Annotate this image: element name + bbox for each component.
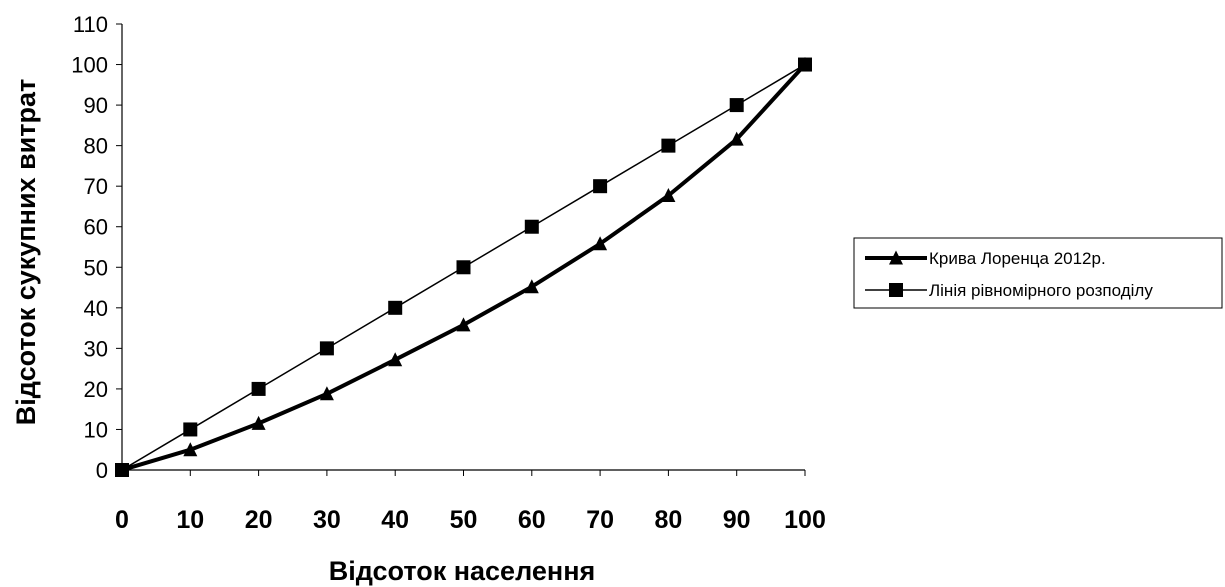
x-axis-title: Відсоток населення xyxy=(329,556,596,586)
square-marker xyxy=(456,260,471,275)
triangle-marker xyxy=(115,462,129,477)
legend-item: Лінія рівномірного розподілу xyxy=(865,281,1153,300)
square-marker xyxy=(661,138,676,153)
x-tick-label: 80 xyxy=(654,506,682,534)
legend-item: Крива Лоренца 2012р. xyxy=(865,249,1106,268)
x-tick-label: 10 xyxy=(176,506,204,534)
square-marker xyxy=(593,179,608,194)
y-tick-label: 0 xyxy=(96,458,108,483)
y-tick-label: 100 xyxy=(71,53,108,78)
triangle-marker xyxy=(661,188,676,203)
x-tick-label: 70 xyxy=(586,506,614,534)
y-tick-label: 10 xyxy=(84,417,108,442)
legend-square-marker xyxy=(889,283,903,297)
y-tick-label: 40 xyxy=(84,296,108,321)
y-tick-label: 90 xyxy=(84,93,108,118)
square-marker xyxy=(251,381,266,396)
triangle-marker xyxy=(319,386,334,401)
x-tick-label: 60 xyxy=(518,506,546,534)
x-tick-label: 50 xyxy=(450,506,478,534)
triangle-marker xyxy=(388,352,403,367)
legend-label: Лінія рівномірного розподілу xyxy=(929,281,1153,300)
x-tick-label: 40 xyxy=(381,506,409,534)
chart-series xyxy=(115,57,812,477)
y-tick-label: 50 xyxy=(84,255,108,280)
triangle-marker xyxy=(456,317,471,332)
x-tick-label: 30 xyxy=(313,506,341,534)
legend-box xyxy=(853,237,1223,309)
square-marker xyxy=(388,300,403,315)
y-tick-label: 110 xyxy=(73,12,108,37)
square-marker xyxy=(183,422,198,437)
y-axis-title: Відсоток сукупних витрат xyxy=(11,79,41,425)
chart-legend: Крива Лоренца 2012р. Лінія рівномірного р… xyxy=(853,237,1223,309)
square-marker xyxy=(319,341,334,356)
y-axis-ticks: 0 10 20 30 40 50 60 70 80 90 100 110 xyxy=(71,12,122,483)
x-tick-label: 90 xyxy=(723,506,751,534)
triangle-marker xyxy=(729,131,744,146)
triangle-marker xyxy=(183,442,198,457)
x-tick-label: 20 xyxy=(245,506,273,534)
y-tick-label: 20 xyxy=(84,377,108,402)
chart-axes xyxy=(121,24,805,471)
y-tick-label: 30 xyxy=(84,336,108,361)
x-tick-label: 100 xyxy=(784,506,826,534)
legend-label: Крива Лоренца 2012р. xyxy=(929,249,1106,268)
legend-triangle-marker xyxy=(889,250,903,265)
x-axis-ticks: 0 10 20 30 40 50 60 70 80 90 100 xyxy=(115,470,826,534)
triangle-marker xyxy=(798,57,812,72)
series-lorenz-curve xyxy=(115,57,812,477)
y-tick-label: 80 xyxy=(84,134,108,159)
x-tick-label: 0 xyxy=(115,506,129,534)
triangle-marker xyxy=(524,279,539,294)
y-tick-label: 60 xyxy=(84,215,108,240)
series-equality-line xyxy=(115,57,812,477)
square-marker xyxy=(524,219,539,234)
y-tick-label: 70 xyxy=(84,174,108,199)
triangle-marker xyxy=(593,236,608,251)
triangle-marker xyxy=(251,415,266,430)
square-marker xyxy=(729,98,744,113)
